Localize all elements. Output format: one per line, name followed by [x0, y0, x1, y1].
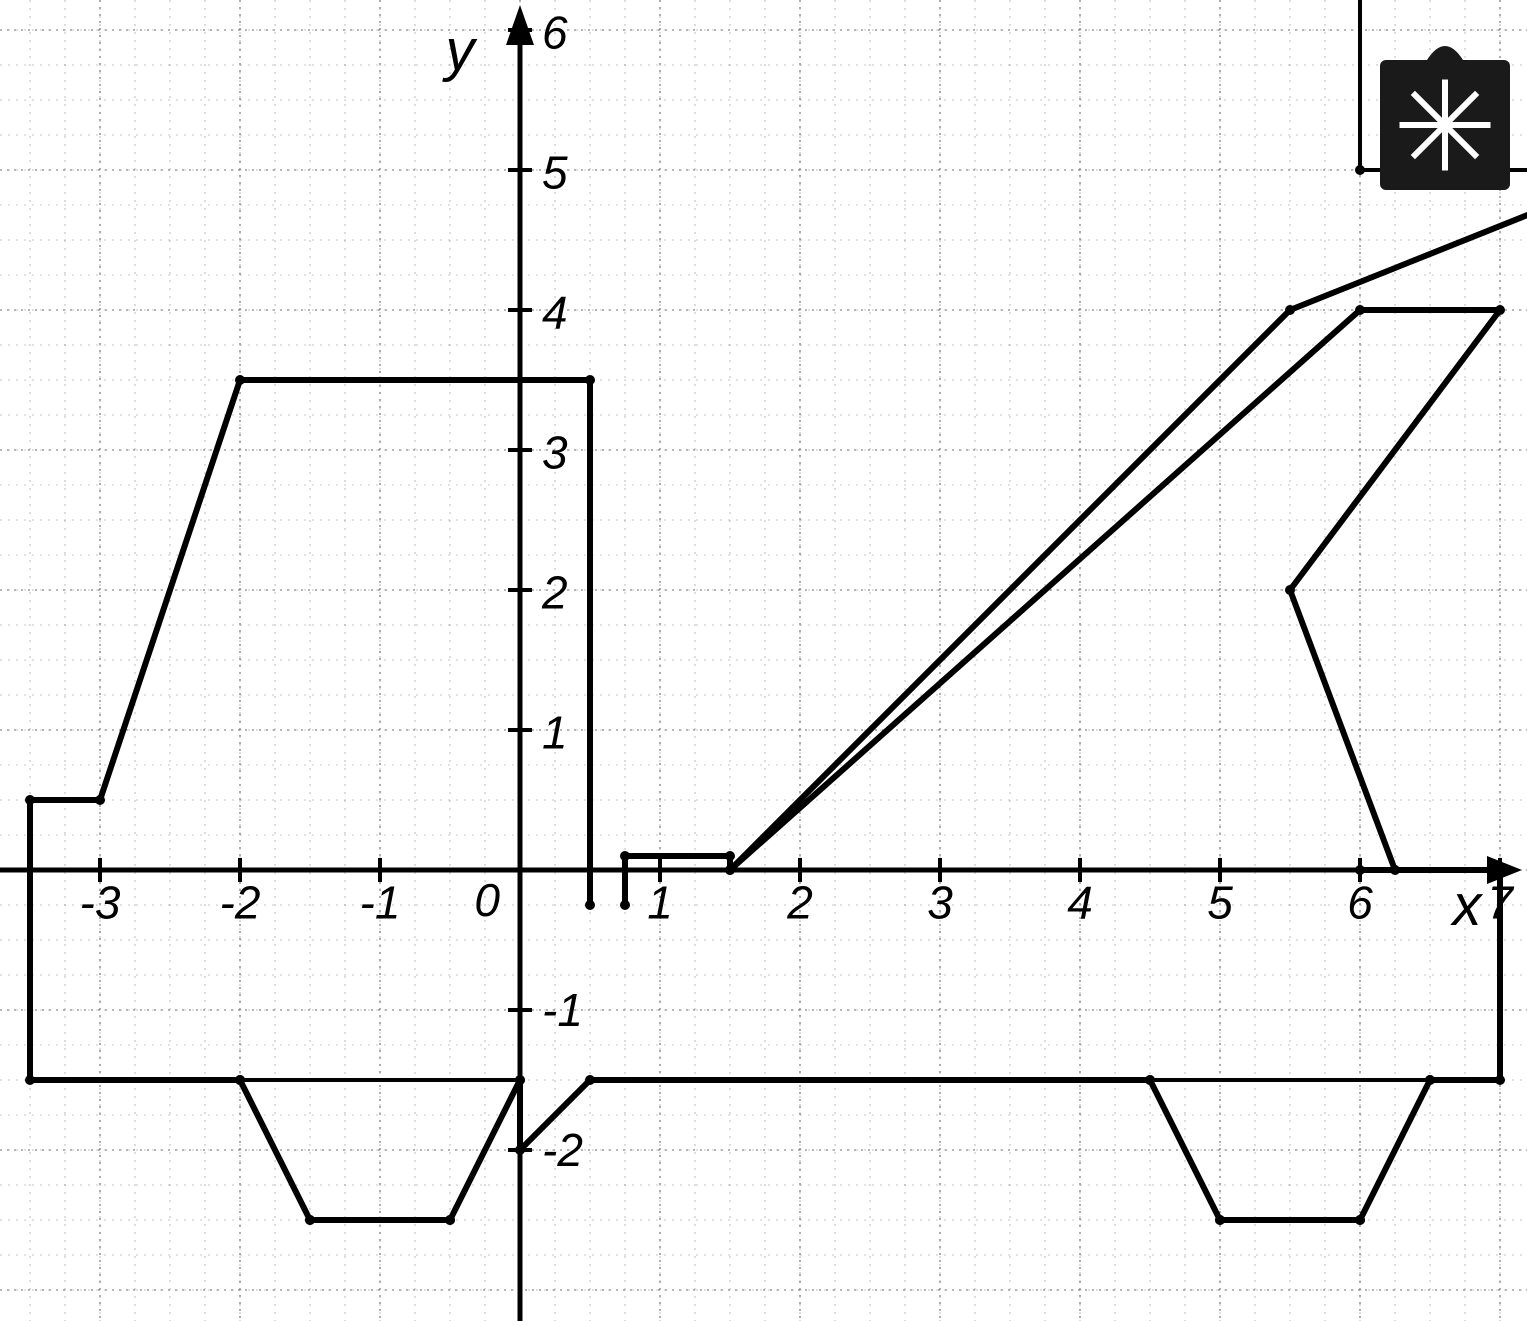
axes [0, 5, 1522, 1321]
drawing [30, 0, 1527, 1220]
svg-text:5: 5 [542, 146, 568, 198]
svg-text:1: 1 [542, 706, 568, 758]
svg-text:x: x [1450, 873, 1484, 938]
svg-text:3: 3 [927, 876, 953, 928]
svg-text:-2: -2 [542, 1124, 583, 1176]
truck-bed-top [625, 310, 1500, 905]
svg-text:-1: -1 [360, 876, 401, 928]
axis-labels: -3-2-112345670-1-21234567yx [80, 0, 1515, 1176]
grid [0, 0, 1527, 1321]
svg-text:4: 4 [1067, 876, 1093, 928]
svg-text:6: 6 [542, 6, 568, 58]
svg-text:2: 2 [541, 566, 568, 618]
svg-text:-1: -1 [542, 984, 583, 1036]
vertices [25, 0, 1527, 1225]
svg-text:1: 1 [647, 876, 673, 928]
coordinate-grid-drawing: -3-2-112345670-1-21234567yx [0, 0, 1527, 1321]
svg-text:0: 0 [474, 874, 500, 926]
svg-text:2: 2 [786, 876, 813, 928]
svg-text:6: 6 [1347, 876, 1373, 928]
svg-text:y: y [442, 18, 478, 83]
svg-text:4: 4 [542, 286, 568, 338]
svg-text:-2: -2 [220, 876, 261, 928]
svg-text:3: 3 [542, 426, 568, 478]
corner-badge [1380, 46, 1510, 190]
svg-text:5: 5 [1207, 876, 1233, 928]
svg-text:-3: -3 [80, 876, 121, 928]
